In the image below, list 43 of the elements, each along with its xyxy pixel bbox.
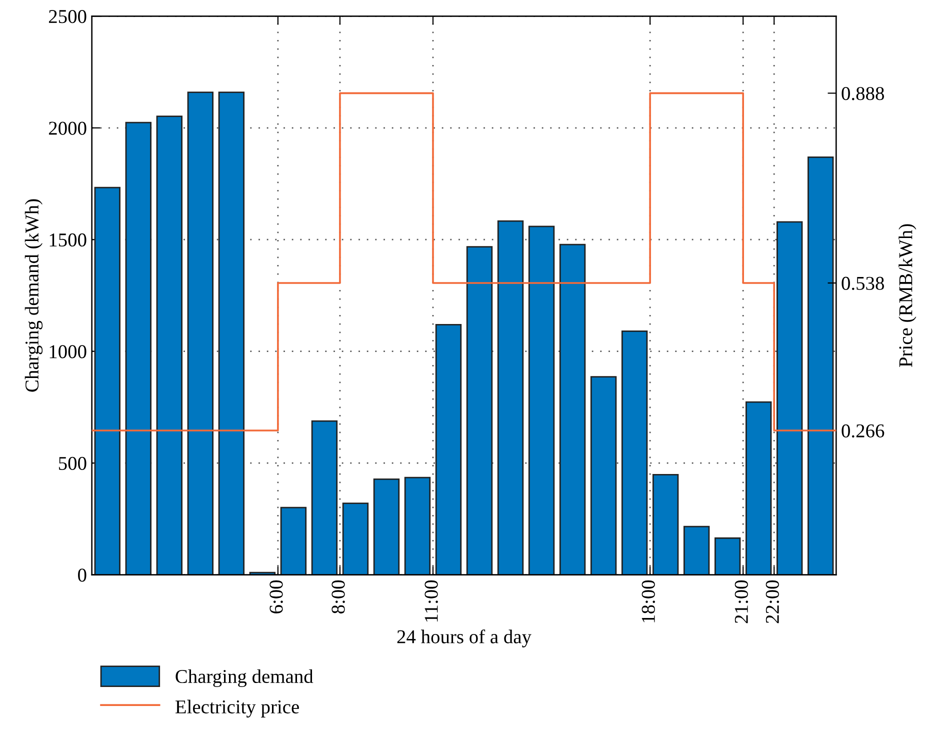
- y2-tick-label: 0.266: [842, 424, 884, 438]
- bar: [94, 186, 120, 575]
- x-tick-label: 21:00: [734, 580, 748, 624]
- bar: [311, 420, 338, 575]
- x-tick-label: 22:00: [766, 580, 780, 624]
- legend-label: Charging demand: [176, 669, 314, 688]
- bar: [280, 506, 307, 575]
- y2-tick-label: 0.538: [842, 276, 884, 290]
- x-axis-title: 24 hours of a day: [397, 629, 532, 648]
- y-tick-label: 1500: [50, 233, 86, 247]
- bar: [125, 122, 152, 575]
- y-tick-label: 0: [78, 568, 86, 582]
- bar: [187, 92, 214, 575]
- bar: [528, 226, 555, 575]
- y-tick-label: 1000: [50, 345, 86, 358]
- bar: [404, 476, 431, 575]
- bar: [683, 526, 710, 575]
- legend-label: Electricity price: [175, 700, 299, 718]
- bar: [218, 92, 245, 575]
- bar: [621, 330, 648, 575]
- y-tick-label: 2500: [48, 10, 86, 24]
- bar: [776, 221, 803, 575]
- x-tick-label: 8:00: [332, 580, 345, 614]
- bar: [590, 376, 617, 575]
- bar: [373, 478, 400, 575]
- bar: [559, 244, 586, 575]
- bar: [466, 246, 493, 575]
- y2-axis-title: Price (RMB/kWh): [898, 224, 916, 368]
- bar: [342, 502, 369, 575]
- y-tick-label: 500: [58, 456, 86, 470]
- bar: [746, 401, 772, 575]
- y2-tick-label: 0.888: [842, 86, 884, 100]
- bar: [497, 220, 524, 575]
- bar: [652, 474, 679, 575]
- bar: [808, 156, 834, 575]
- bar: [156, 116, 182, 575]
- bar: [435, 324, 462, 575]
- bar: [714, 537, 741, 575]
- x-tick-label: 6:00: [270, 580, 283, 614]
- y-tick-label: 2000: [48, 122, 86, 135]
- x-tick-label: 18:00: [642, 580, 656, 622]
- x-tick-label: 11:00: [424, 580, 438, 622]
- y-axis-title: Charging demand (kWh): [24, 199, 43, 392]
